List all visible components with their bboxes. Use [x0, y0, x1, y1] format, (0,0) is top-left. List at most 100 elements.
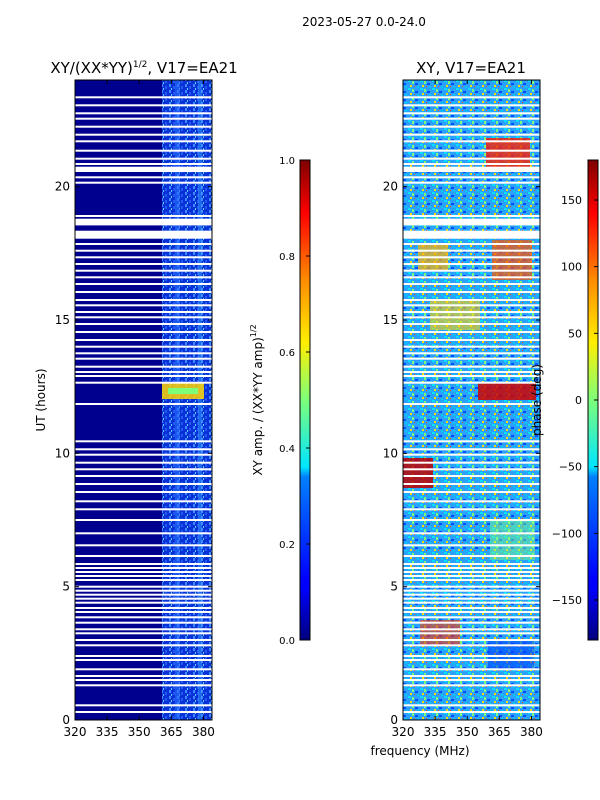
gap-row	[75, 323, 212, 325]
gap-row	[75, 316, 212, 319]
gap-row	[75, 593, 212, 596]
gap-row	[75, 440, 212, 443]
x-tick-label: 350	[128, 725, 151, 739]
amp-gaps	[75, 96, 212, 713]
x-tick-label: 380	[192, 725, 215, 739]
gap-row	[403, 532, 540, 535]
gap-row	[403, 263, 540, 265]
gap-row	[403, 555, 540, 557]
amp-x-axis: 320 335 350 365 380	[64, 80, 215, 739]
colorbar-tick-label: −100	[552, 527, 582, 540]
gap-row	[403, 589, 540, 592]
gap-row	[75, 655, 212, 657]
gap-row	[75, 684, 212, 687]
amp-hot-spot-core	[168, 388, 198, 394]
gap-row	[75, 704, 212, 707]
colorbar-tick-label: −150	[552, 594, 582, 607]
gap-row	[403, 668, 540, 671]
gap-row	[403, 593, 540, 596]
gap-row	[75, 291, 212, 293]
colorbar-tick-label: 0.0	[279, 636, 295, 647]
colorbar-tick-label: 0	[575, 394, 582, 407]
x-tick-label: 335	[96, 725, 119, 739]
gap-row	[403, 659, 540, 661]
gap-row	[403, 448, 540, 451]
colorbar-tick-label: 150	[561, 194, 582, 207]
gap-row	[403, 357, 540, 360]
gap-row	[403, 575, 540, 577]
gap-row	[75, 339, 212, 341]
gap-row	[75, 668, 212, 671]
gap-row	[75, 345, 212, 348]
gap-row	[75, 532, 212, 535]
gap-row	[75, 283, 212, 285]
gap-row	[403, 256, 540, 259]
gap-row	[403, 117, 540, 120]
x-tick-label: 335	[424, 725, 447, 739]
x-tick-label: 365	[488, 725, 511, 739]
gap-row	[403, 365, 540, 368]
gap-row	[403, 276, 540, 279]
gap-row	[75, 125, 212, 128]
gap-row	[75, 571, 212, 573]
gap-row	[403, 269, 540, 272]
gap-row	[403, 679, 540, 681]
gap-row	[75, 311, 212, 313]
gap-row	[403, 283, 540, 285]
gap-row	[75, 304, 212, 307]
gap-row	[75, 555, 212, 557]
gap-row	[75, 659, 212, 661]
gap-row	[75, 607, 212, 609]
gap-row	[403, 632, 540, 635]
gap-row	[75, 112, 212, 115]
gap-row	[403, 585, 540, 588]
gap-row	[75, 611, 212, 613]
gap-row	[403, 304, 540, 307]
y-tick-label: 15	[383, 313, 398, 327]
gap-row	[403, 96, 540, 99]
gap-row	[403, 475, 540, 477]
y-tick-label: 20	[55, 180, 70, 194]
gap-row	[403, 243, 540, 245]
gap-row	[403, 453, 540, 456]
gap-row	[75, 117, 212, 120]
amp-right-stripe	[198, 80, 202, 720]
gap-row	[403, 299, 540, 301]
gap-row	[75, 567, 212, 569]
gap-row	[75, 711, 212, 713]
gap-row	[403, 112, 540, 115]
gap-row	[75, 352, 212, 355]
gap-row	[75, 381, 212, 384]
gap-row	[75, 585, 212, 588]
gap-row	[75, 263, 212, 265]
gap-row	[75, 483, 212, 485]
gap-row	[75, 448, 212, 451]
gap-row	[403, 468, 540, 471]
gap-row	[75, 500, 212, 503]
gap-row	[403, 371, 540, 373]
gap-row	[403, 508, 540, 511]
phase-blob-5	[478, 382, 536, 400]
gap-row	[403, 140, 540, 143]
gap-row	[403, 639, 540, 641]
gap-row	[403, 176, 540, 179]
y-tick-label: 5	[62, 580, 70, 594]
gap-row	[75, 371, 212, 373]
gap-row	[403, 215, 540, 217]
colorbar-tick-label: 0.4	[279, 444, 295, 455]
gap-band	[75, 166, 212, 172]
phase-colorbar-ticks: −150 −100 −50 0 50 100 150	[552, 194, 598, 607]
gap-row	[75, 453, 212, 456]
gap-row	[75, 133, 212, 136]
gap-row	[75, 491, 212, 493]
x-tick-label: 320	[392, 725, 415, 739]
gap-row	[403, 311, 540, 313]
gap-row	[403, 133, 540, 136]
amp-title: XY/(XX*YY)1/2, V17=EA21	[50, 59, 237, 77]
gap-row	[75, 579, 212, 581]
amp-colorbar: 0.0 0.2 0.4 0.6 0.8 1.0 XY amp. / (XX*YY amp)…	[249, 156, 311, 647]
gap-row	[403, 157, 540, 160]
gap-row	[75, 149, 212, 152]
x-tick-label: 320	[64, 725, 87, 739]
